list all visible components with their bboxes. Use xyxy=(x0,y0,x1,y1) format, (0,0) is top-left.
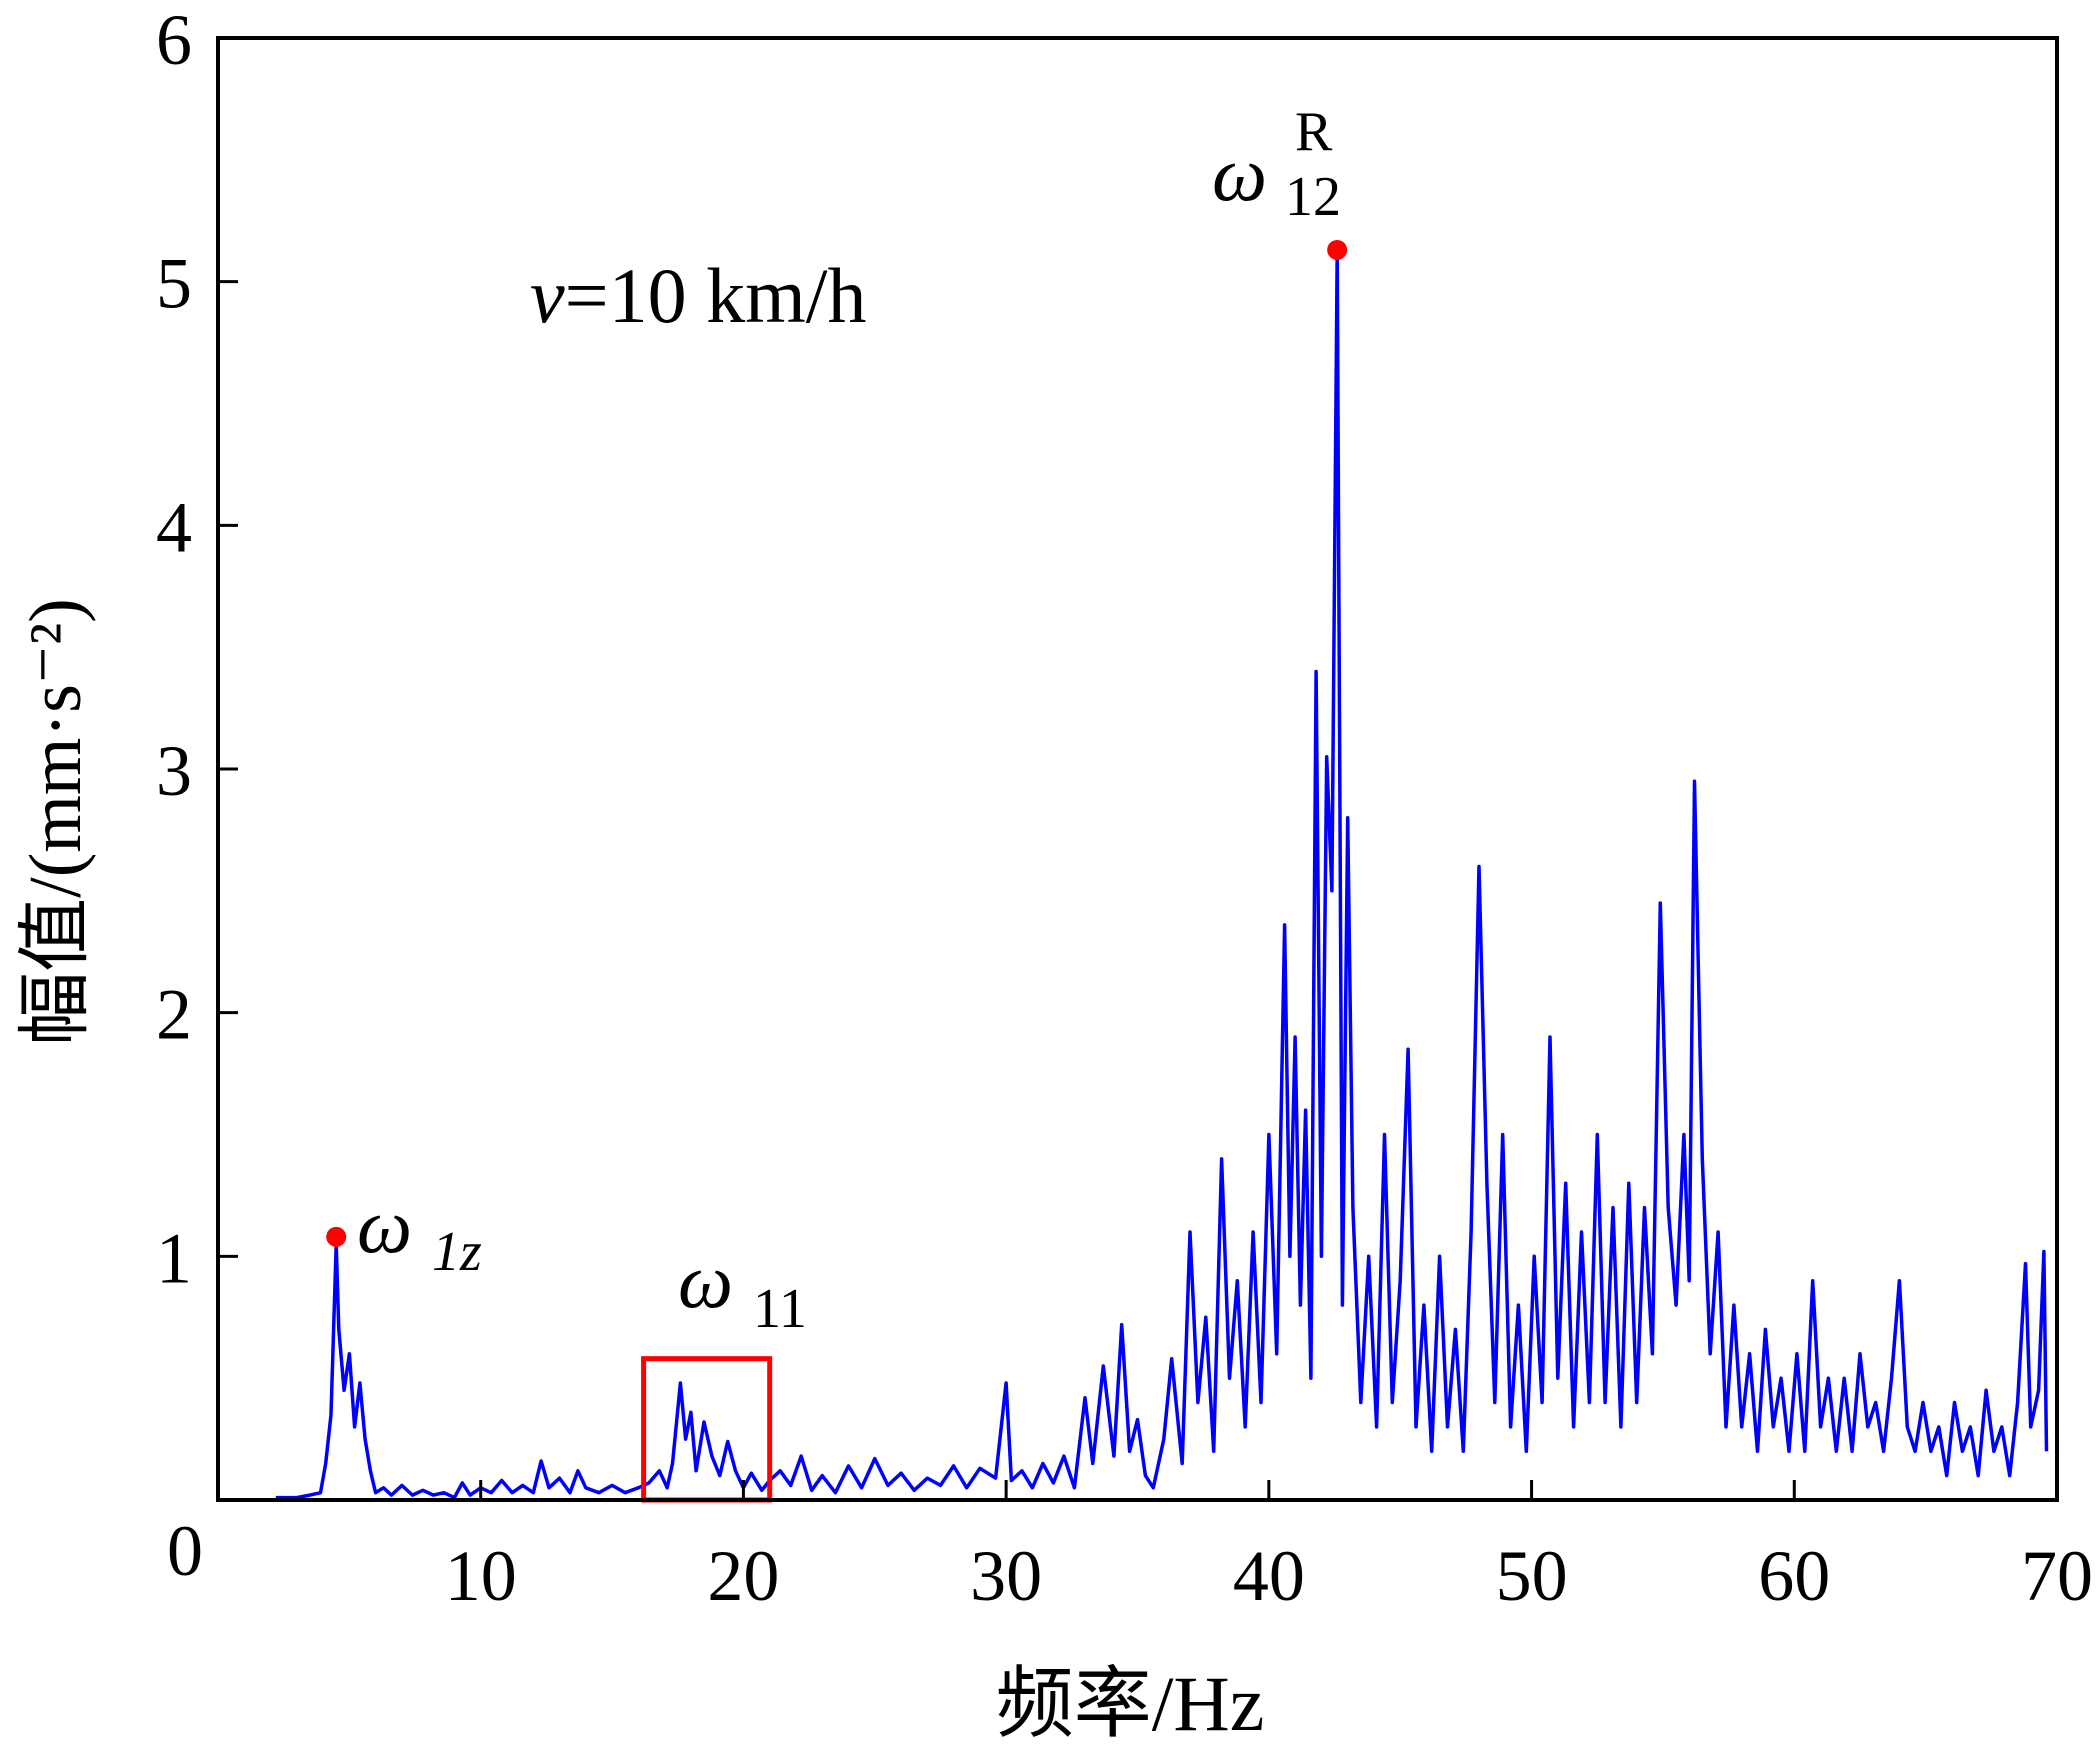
peak-marker-1 xyxy=(1327,239,1348,260)
peak-marker-0 xyxy=(326,1226,347,1247)
series-line-0 xyxy=(275,248,2049,1500)
x-tick-label-6: 70 xyxy=(2021,1536,2093,1616)
x-axis-label: 频率/Hz xyxy=(996,1660,1265,1747)
x-tick-label-3: 40 xyxy=(1233,1536,1305,1616)
y-tick-label-5: 6 xyxy=(156,0,192,80)
y-tick-label-1: 2 xyxy=(156,975,192,1055)
peak-label-w1z-sub: 1z xyxy=(432,1221,482,1283)
peak-label-w1z: ω 1z xyxy=(357,1182,482,1283)
speed-annotation: v=10 km/h xyxy=(530,252,866,339)
peak-label-w12r-sup: R xyxy=(1295,101,1333,163)
box-label-w11-symbol: ω xyxy=(678,1237,733,1324)
peak-label-w12r-symbol: ω xyxy=(1212,130,1267,217)
series-layer xyxy=(275,248,2049,1500)
plot-frame xyxy=(216,36,2059,1502)
speed-value: =10 km/h xyxy=(565,252,867,339)
x-tick-label-2: 30 xyxy=(970,1536,1042,1616)
x-tick-label-0: 10 xyxy=(445,1536,517,1616)
box-label-w11-sub: 11 xyxy=(753,1278,807,1340)
x-tick-label-4: 50 xyxy=(1496,1536,1568,1616)
y-tick-label-4: 5 xyxy=(156,244,192,324)
origin-label: 0 xyxy=(167,1511,203,1591)
x-tick-label-1: 20 xyxy=(707,1536,779,1616)
y-tick-label-0: 1 xyxy=(156,1218,192,1298)
box-label-w11: ω 11 xyxy=(678,1237,807,1340)
y-tick-label-2: 3 xyxy=(156,731,192,811)
peak-label-w1z-symbol: ω xyxy=(357,1182,412,1269)
y-tick-label-3: 4 xyxy=(156,487,192,567)
x-tick-label-5: 60 xyxy=(1758,1536,1830,1616)
peak-label-w12r: ω 12 R xyxy=(1212,101,1361,232)
speed-variable: v xyxy=(530,252,565,339)
peak-label-w12r-sub: 12 xyxy=(1285,166,1341,228)
y-axis-label: 幅值/(mm·s⁻²) xyxy=(15,598,97,1046)
